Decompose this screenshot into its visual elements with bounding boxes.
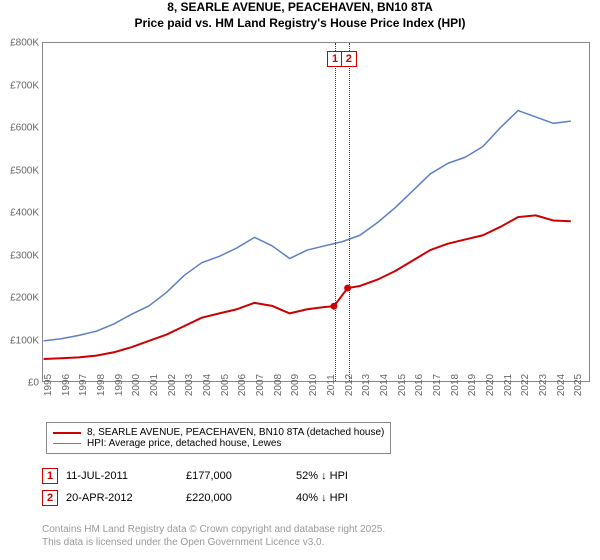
title-line1: 8, SEARLE AVENUE, PEACEHAVEN, BN10 8TA xyxy=(0,0,600,16)
sale-date: 20-APR-2012 xyxy=(66,492,186,504)
x-tick-label: 2018 xyxy=(450,374,461,396)
x-tick-label: 2022 xyxy=(520,374,531,396)
sale-price: £220,000 xyxy=(186,492,296,504)
x-tick-label: 1999 xyxy=(114,374,125,396)
chart-area: £0£100K£200K£300K£400K£500K£600K£700K£80… xyxy=(42,42,590,382)
y-tick-label: £100K xyxy=(10,335,39,346)
y-tick-label: £400K xyxy=(10,208,39,219)
sale-marker: 1 xyxy=(42,468,58,484)
y-tick-label: £500K xyxy=(10,165,39,176)
legend-label: HPI: Average price, detached house, Lewe… xyxy=(87,438,281,449)
series-price-paid xyxy=(44,215,571,359)
x-tick-label: 2003 xyxy=(184,374,195,396)
x-tick-label: 2007 xyxy=(255,374,266,396)
legend-item: 8, SEARLE AVENUE, PEACEHAVEN, BN10 8TA (… xyxy=(53,427,384,438)
sale-marker: 2 xyxy=(42,490,58,506)
series-hpi xyxy=(44,111,571,341)
legend-label: 8, SEARLE AVENUE, PEACEHAVEN, BN10 8TA (… xyxy=(87,427,384,438)
x-tick-label: 1997 xyxy=(78,374,89,396)
x-tick-label: 2024 xyxy=(556,374,567,396)
y-tick-label: £700K xyxy=(10,80,39,91)
x-tick-label: 2000 xyxy=(131,374,142,396)
x-tick-label: 2009 xyxy=(290,374,301,396)
y-tick-label: £300K xyxy=(10,250,39,261)
sale-point xyxy=(330,303,337,310)
x-tick-label: 2002 xyxy=(167,374,178,396)
x-tick-label: 1996 xyxy=(61,374,72,396)
x-tick-label: 2005 xyxy=(220,374,231,396)
y-tick-label: £200K xyxy=(10,293,39,304)
sale-point xyxy=(344,285,351,292)
sale-date: 11-JUL-2011 xyxy=(66,470,186,482)
title-line2: Price paid vs. HM Land Registry's House … xyxy=(0,16,600,32)
x-tick-label: 2006 xyxy=(237,374,248,396)
x-tick-label: 2010 xyxy=(308,374,319,396)
chart-svg xyxy=(43,43,589,381)
x-tick-label: 2019 xyxy=(467,374,478,396)
footer-line1: Contains HM Land Registry data © Crown c… xyxy=(42,524,385,537)
chart-title: 8, SEARLE AVENUE, PEACEHAVEN, BN10 8TA P… xyxy=(0,0,600,31)
annotation-marker: 2 xyxy=(341,51,357,67)
x-tick-label: 2001 xyxy=(149,374,160,396)
legend-swatch xyxy=(53,443,81,444)
legend: 8, SEARLE AVENUE, PEACEHAVEN, BN10 8TA (… xyxy=(46,422,391,454)
y-tick-label: £600K xyxy=(10,123,39,134)
x-tick-label: 2004 xyxy=(202,374,213,396)
footer-attribution: Contains HM Land Registry data © Crown c… xyxy=(42,524,385,549)
annotation-vline xyxy=(335,43,336,381)
x-tick-label: 2025 xyxy=(573,374,584,396)
x-tick-label: 1998 xyxy=(96,374,107,396)
x-tick-label: 2015 xyxy=(397,374,408,396)
x-tick-label: 2023 xyxy=(538,374,549,396)
x-tick-label: 2013 xyxy=(361,374,372,396)
x-tick-label: 1995 xyxy=(43,374,54,396)
annotation-vline xyxy=(349,43,350,381)
sale-delta: 52% ↓ HPI xyxy=(296,470,416,482)
x-tick-label: 2008 xyxy=(273,374,284,396)
y-tick-label: £0 xyxy=(28,378,39,389)
sale-delta: 40% ↓ HPI xyxy=(296,492,416,504)
legend-item: HPI: Average price, detached house, Lewe… xyxy=(53,438,384,449)
sale-price: £177,000 xyxy=(186,470,296,482)
x-tick-label: 2020 xyxy=(485,374,496,396)
sales-table: 1 11-JUL-2011£177,00052% ↓ HPI 2 20-APR-201… xyxy=(42,468,416,506)
x-tick-label: 2017 xyxy=(432,374,443,396)
footer-line2: This data is licensed under the Open Gov… xyxy=(42,537,385,550)
x-tick-label: 2016 xyxy=(414,374,425,396)
legend-swatch xyxy=(53,432,81,434)
x-tick-label: 2014 xyxy=(379,374,390,396)
y-tick-label: £800K xyxy=(10,38,39,49)
x-tick-label: 2021 xyxy=(503,374,514,396)
